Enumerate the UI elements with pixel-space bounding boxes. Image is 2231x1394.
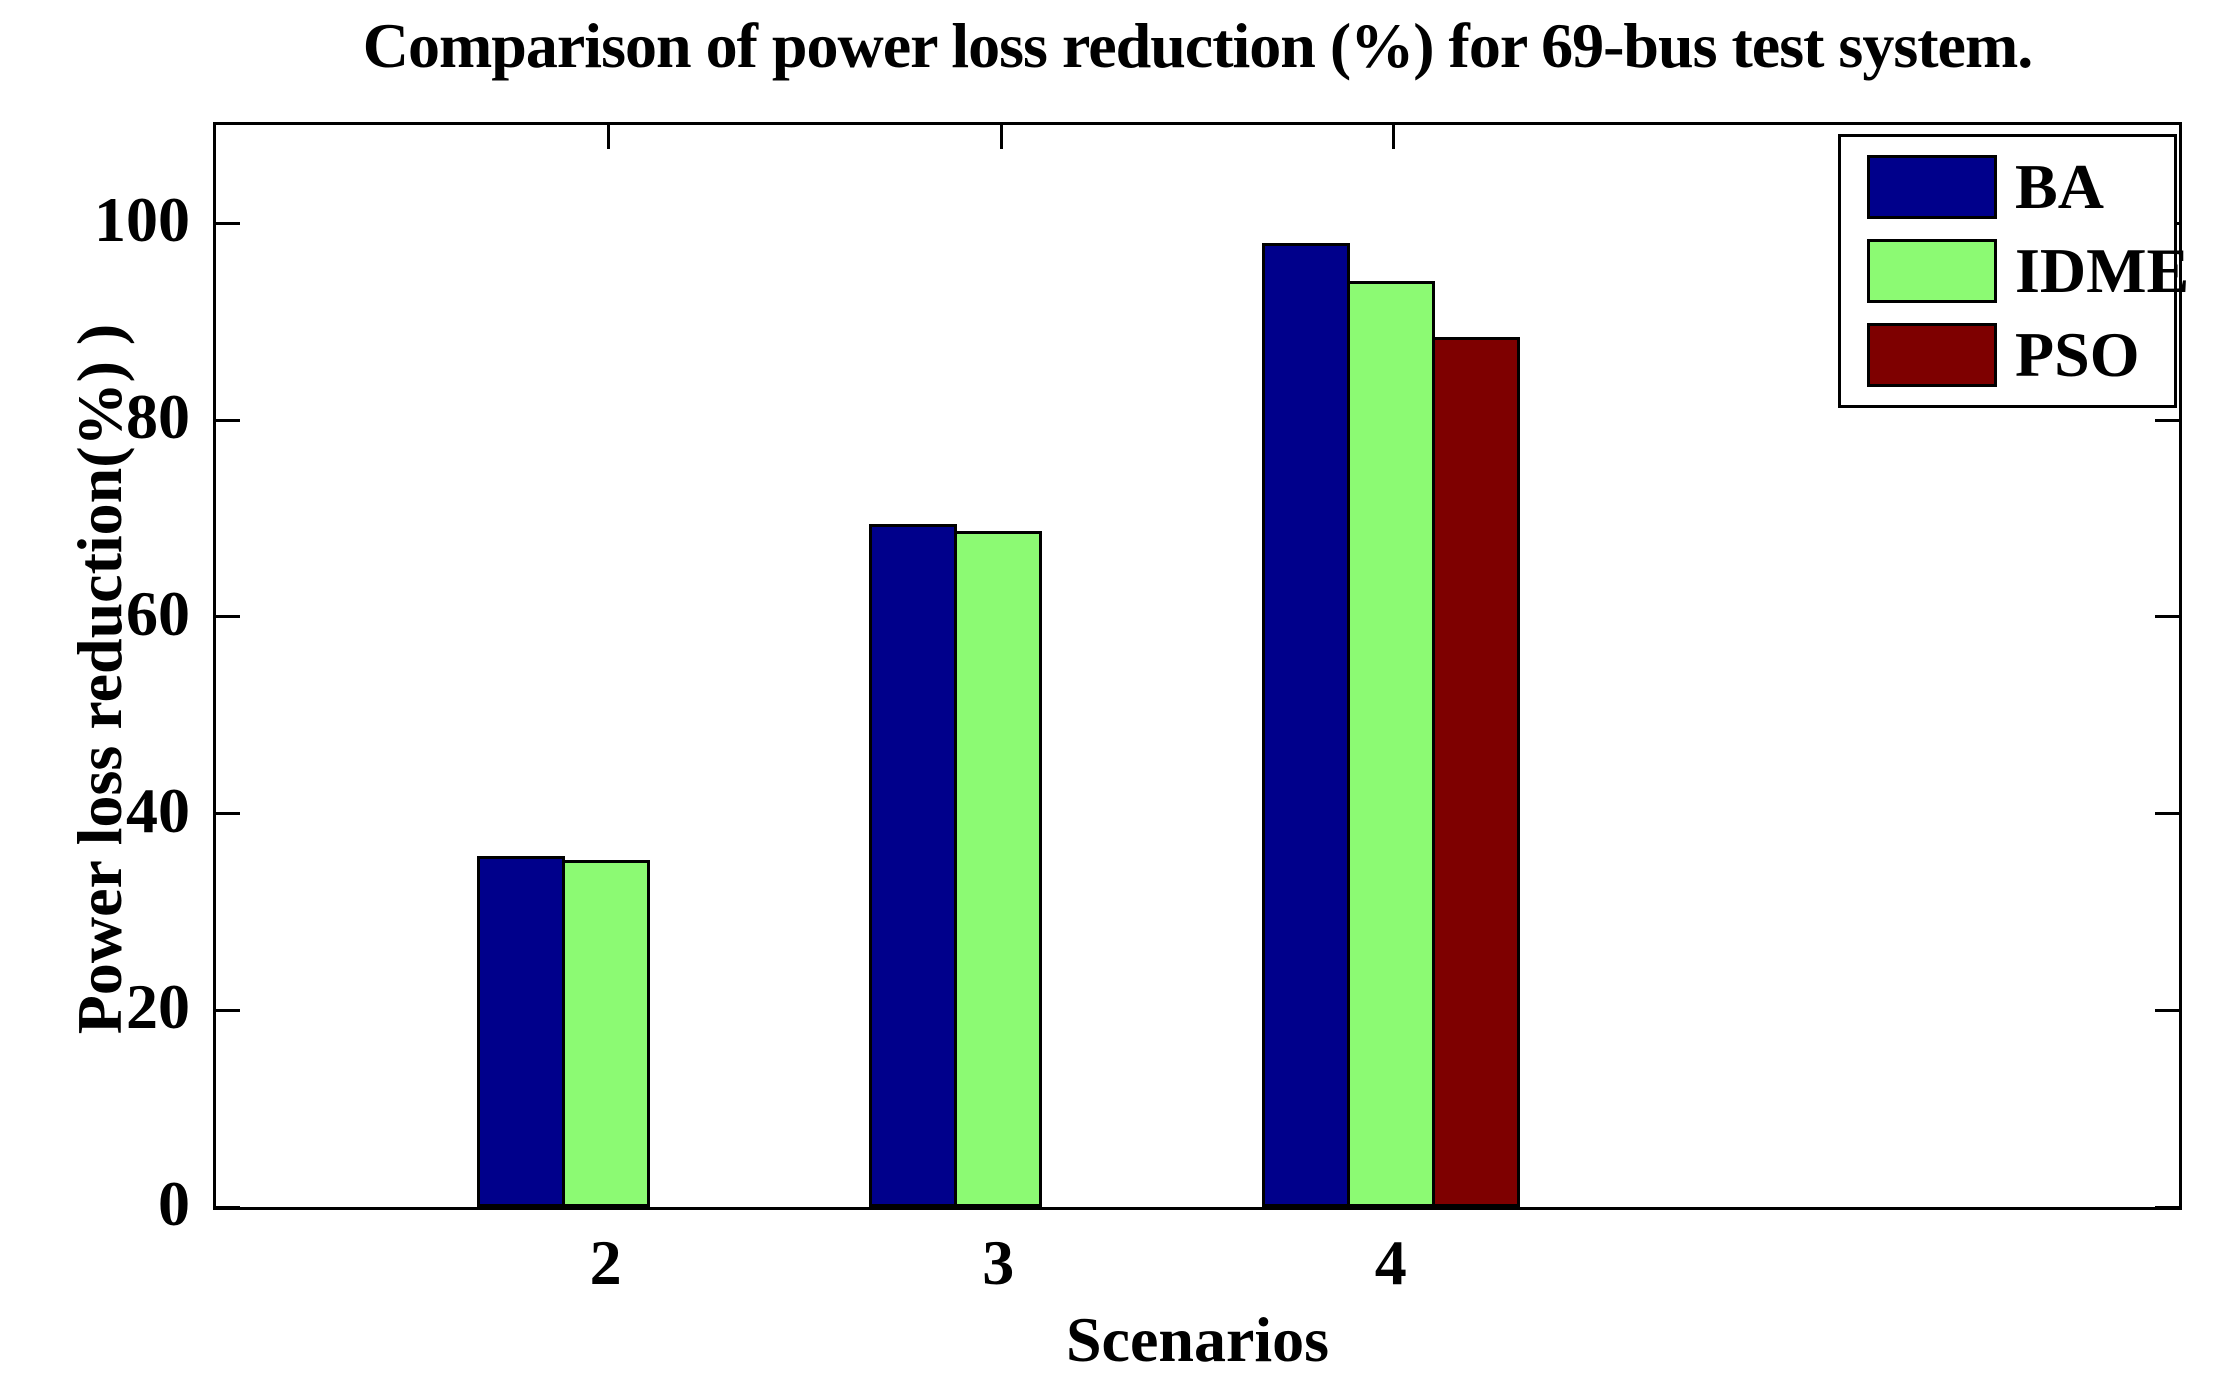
- x-tick-top-4: [1392, 125, 1396, 149]
- y-tick-right-20: [2155, 1008, 2179, 1012]
- x-tick-top-3: [999, 125, 1003, 149]
- y-tick-label-20: 20: [126, 971, 190, 1043]
- y-tick-right-40: [2155, 812, 2179, 815]
- chart-title: Comparison of power loss reduction (%) f…: [362, 10, 2034, 81]
- legend-item-idme: IDME: [1867, 236, 2189, 306]
- y-tick-left-100: [216, 221, 240, 225]
- legend-box: BA IDME PSO: [1838, 134, 2189, 408]
- legend-swatch-ba: [1867, 155, 1997, 219]
- legend-label-ba: BA: [2015, 151, 2104, 222]
- bar-idme-scenario-4: [1346, 281, 1435, 1207]
- bar-idme-scenario-3: [954, 531, 1043, 1207]
- y-tick-right-80: [2155, 418, 2179, 422]
- x-tick-label-3: 3: [982, 1227, 1015, 1298]
- bar-group-scenario-2: [476, 125, 741, 1207]
- legend-swatch-pso: [1867, 323, 1997, 387]
- legend-swatch-idme: [1867, 239, 1997, 303]
- y-tick-label-100: 100: [94, 184, 190, 256]
- bar-ba-scenario-4: [1261, 243, 1350, 1207]
- x-tick-top-2: [607, 125, 611, 149]
- y-tick-right-60: [2155, 615, 2179, 619]
- y-tick-label-60: 60: [126, 577, 190, 649]
- y-tick-label-0: 0: [158, 1168, 190, 1239]
- y-tick-label-40: 40: [126, 774, 190, 846]
- bar-group-scenario-4: [1261, 125, 1526, 1207]
- bar-ba-scenario-3: [869, 524, 958, 1207]
- bar-pso-scenario-4: [1431, 336, 1520, 1207]
- legend-item-ba: BA: [1867, 152, 2174, 222]
- y-tick-left-60: [216, 615, 240, 619]
- x-tick-label-2: 2: [589, 1227, 622, 1298]
- legend-label-pso: PSO: [2015, 319, 2140, 390]
- bar-group-scenario-3: [869, 125, 1133, 1207]
- y-tick-left-20: [216, 1008, 240, 1012]
- legend-item-pso: PSO: [1867, 320, 2174, 390]
- y-tick-label-80: 80: [126, 381, 190, 453]
- bar-ba-scenario-2: [476, 855, 565, 1207]
- y-tick-left-40: [216, 812, 240, 815]
- y-tick-left-0: [216, 1205, 240, 1209]
- x-axis-label: Scenarios: [1065, 1304, 1330, 1375]
- bar-idme-scenario-2: [561, 859, 650, 1207]
- x-tick-label-4: 4: [1374, 1227, 1407, 1298]
- legend-label-idme: IDME: [2015, 235, 2190, 306]
- y-tick-left-80: [216, 418, 240, 422]
- y-tick-right-0: [2155, 1205, 2179, 1209]
